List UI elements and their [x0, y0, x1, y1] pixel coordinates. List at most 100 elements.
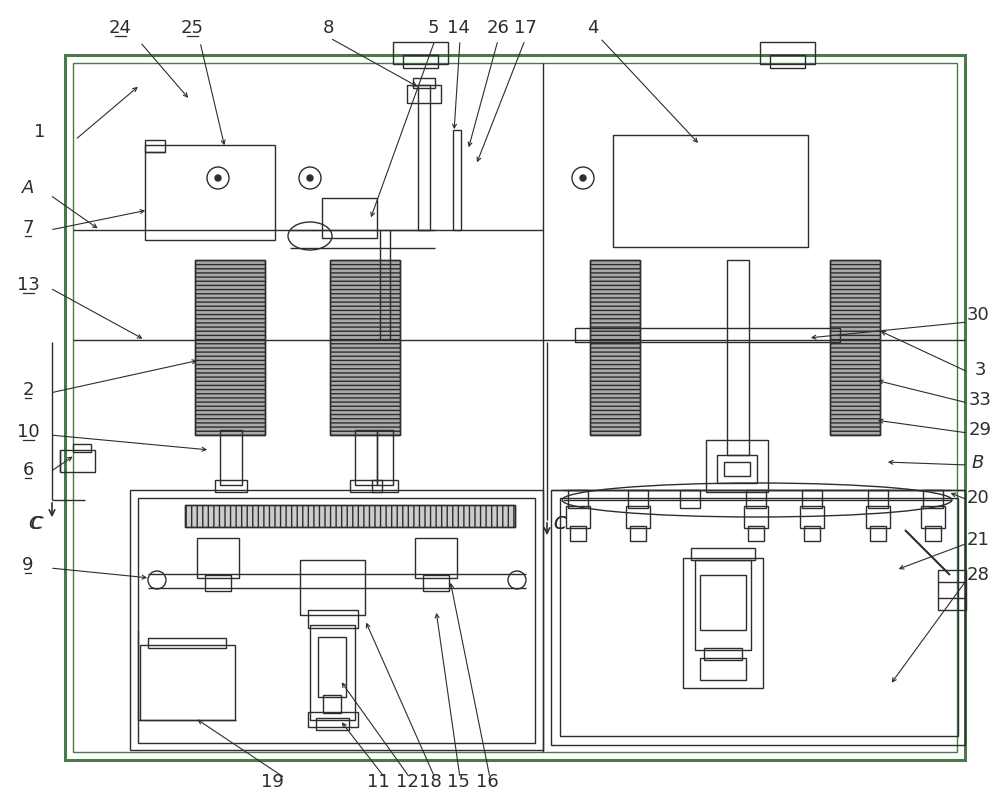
Bar [65, 55, 965, 760]
Text: B: B [972, 454, 984, 472]
Bar [925, 526, 941, 541]
Bar [830, 260, 880, 435]
Bar [570, 526, 586, 541]
Text: 16: 16 [476, 773, 498, 791]
Text: 13: 13 [17, 276, 39, 294]
Bar [130, 490, 543, 750]
Bar [804, 526, 820, 541]
Bar [626, 506, 650, 528]
Text: 29: 29 [968, 421, 992, 439]
Text: A: A [22, 179, 34, 197]
Bar [423, 575, 449, 591]
Bar [760, 42, 815, 64]
Bar [407, 85, 441, 103]
Bar [195, 260, 265, 435]
Text: 18: 18 [419, 773, 441, 791]
Bar [921, 506, 945, 528]
Circle shape [215, 175, 221, 181]
Bar [140, 645, 235, 720]
Bar [413, 78, 435, 88]
Text: 26: 26 [487, 19, 509, 37]
Bar [630, 526, 646, 541]
Text: 28: 28 [967, 566, 989, 584]
Text: C: C [31, 515, 43, 533]
Bar [197, 538, 239, 578]
Text: C: C [29, 515, 41, 533]
Bar [372, 480, 398, 492]
Bar [551, 490, 965, 745]
Bar [746, 490, 766, 508]
Bar [377, 430, 393, 485]
Bar [453, 130, 461, 230]
Text: 25: 25 [180, 19, 204, 37]
Text: 11: 11 [367, 773, 389, 791]
Bar [923, 490, 943, 508]
Bar [60, 450, 95, 472]
Bar [145, 145, 275, 240]
Circle shape [307, 175, 313, 181]
Bar [800, 506, 824, 528]
Bar [330, 260, 400, 435]
Text: 3: 3 [974, 361, 986, 379]
Bar [695, 560, 751, 650]
Bar [148, 638, 226, 648]
Bar [566, 506, 590, 528]
Bar [691, 548, 755, 560]
Bar [322, 198, 377, 238]
Bar [215, 480, 247, 492]
Text: 33: 33 [968, 391, 992, 409]
Bar [308, 610, 358, 628]
Text: 8: 8 [322, 19, 334, 37]
Bar [590, 260, 640, 435]
Bar [318, 637, 346, 697]
Bar [310, 625, 355, 720]
Bar [418, 85, 430, 230]
Text: 12: 12 [396, 773, 418, 791]
Text: 14: 14 [447, 19, 469, 37]
Text: 9: 9 [22, 556, 34, 574]
Bar [308, 712, 358, 727]
Bar [628, 490, 648, 508]
Text: 20: 20 [967, 489, 989, 507]
Bar [568, 490, 588, 508]
Bar [403, 55, 438, 68]
Bar [680, 490, 700, 508]
Bar [868, 490, 888, 508]
Text: 7: 7 [22, 219, 34, 237]
Bar [683, 558, 763, 688]
Bar [744, 506, 768, 528]
Bar [706, 440, 768, 492]
Bar [938, 570, 966, 610]
Text: 24: 24 [108, 19, 132, 37]
Text: 2: 2 [22, 381, 34, 399]
Bar [145, 140, 165, 152]
Bar [393, 42, 448, 64]
Bar [205, 575, 231, 591]
Bar [220, 430, 242, 485]
Bar [415, 538, 457, 578]
Bar [185, 505, 515, 527]
Bar [300, 560, 365, 615]
Bar [727, 260, 749, 455]
Text: 1: 1 [34, 123, 46, 141]
Bar [700, 658, 746, 680]
Bar [700, 575, 746, 630]
Text: 21: 21 [967, 531, 989, 549]
Text: 19: 19 [261, 773, 283, 791]
Bar [724, 462, 750, 476]
Text: 17: 17 [514, 19, 536, 37]
Bar [870, 526, 886, 541]
Bar [350, 480, 382, 492]
Bar [866, 506, 890, 528]
Bar [830, 260, 880, 435]
Text: C: C [554, 515, 566, 533]
Text: 4: 4 [587, 19, 599, 37]
Bar [73, 63, 957, 752]
Text: 5: 5 [427, 19, 439, 37]
Bar [323, 695, 341, 713]
Bar [575, 328, 840, 342]
Bar [560, 498, 958, 736]
Text: 6: 6 [22, 461, 34, 479]
Bar [355, 430, 377, 485]
Text: 30: 30 [967, 306, 989, 324]
